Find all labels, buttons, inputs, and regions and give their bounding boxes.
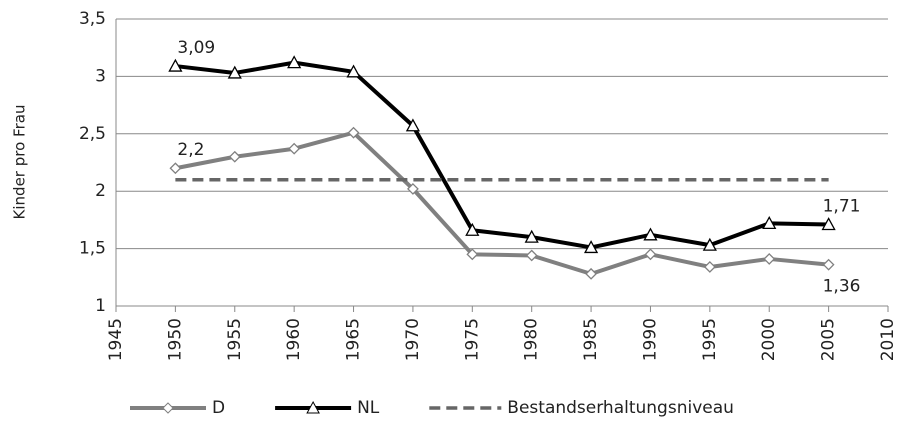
x-tick-label: 1965 xyxy=(344,318,364,361)
series-line xyxy=(175,130,829,276)
point xyxy=(227,65,242,79)
x-tick-label: 1985 xyxy=(581,318,601,361)
point xyxy=(822,258,835,271)
point xyxy=(524,229,539,243)
y-tick-label: 2 xyxy=(95,181,106,201)
point xyxy=(407,182,419,195)
series-line xyxy=(175,60,829,250)
point xyxy=(347,126,360,139)
legend-marker xyxy=(162,402,174,414)
x-tick-label: 2005 xyxy=(819,318,839,361)
legend-marker xyxy=(306,400,320,414)
x-tick-label: 1970 xyxy=(403,318,423,361)
point xyxy=(287,55,302,69)
point xyxy=(466,248,479,261)
x-tick-label: 1960 xyxy=(284,318,304,361)
point xyxy=(762,215,777,229)
y-tick-label: 1 xyxy=(95,296,106,316)
point xyxy=(763,253,776,265)
point xyxy=(465,222,480,236)
point xyxy=(168,58,183,72)
x-tick-label: 2010 xyxy=(878,318,898,361)
point xyxy=(228,150,241,163)
point xyxy=(583,240,599,254)
x-tick-label: 1975 xyxy=(462,318,482,361)
point xyxy=(288,142,301,155)
x-tick-label: 1980 xyxy=(522,318,542,361)
y-axis-label: Kinder pro Frau xyxy=(11,105,29,220)
legend-label: Bestandserhaltungsniveau xyxy=(507,398,734,418)
point xyxy=(585,267,597,280)
legend-label: D xyxy=(212,398,225,418)
x-tick-label: 1950 xyxy=(165,318,185,361)
data-label: 1,36 xyxy=(823,277,861,297)
y-tick-label: 1,5 xyxy=(79,239,106,259)
data-label: 2,2 xyxy=(177,140,204,160)
x-tick-label: 1990 xyxy=(640,318,660,361)
point xyxy=(405,118,421,132)
data-label: 1,71 xyxy=(823,196,861,216)
data-label: 3,09 xyxy=(177,38,215,58)
point xyxy=(821,217,836,231)
point xyxy=(644,248,657,261)
point xyxy=(643,227,658,241)
point xyxy=(702,237,717,251)
x-tick-label: 1945 xyxy=(106,318,126,361)
y-tick-label: 2,5 xyxy=(79,124,106,144)
legend-label: NL xyxy=(357,398,380,418)
point xyxy=(525,249,538,262)
point xyxy=(169,162,182,175)
point xyxy=(346,64,361,78)
x-tick-label: 1995 xyxy=(700,318,720,361)
y-tick-label: 3,5 xyxy=(79,9,106,29)
x-tick-label: 2000 xyxy=(759,318,779,361)
y-tick-label: 3 xyxy=(95,66,106,86)
x-tick-label: 1955 xyxy=(225,318,245,361)
point xyxy=(703,261,716,273)
